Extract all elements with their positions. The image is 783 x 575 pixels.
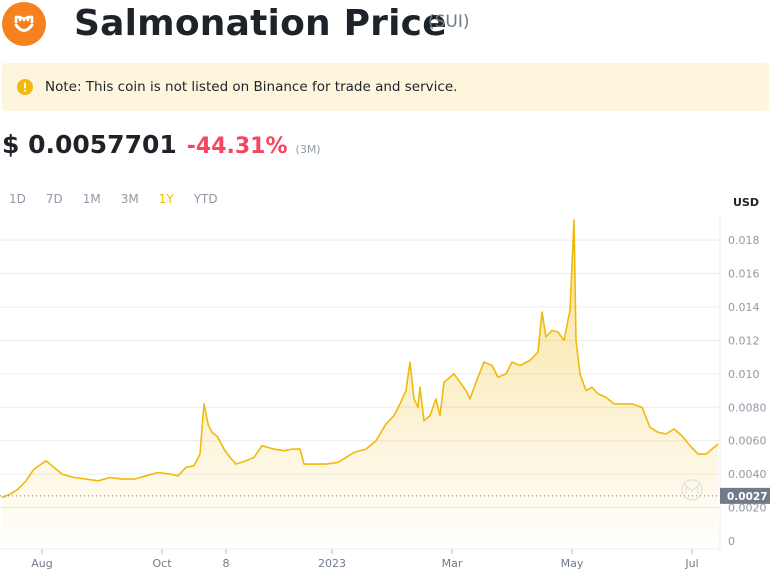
y-tick-label: 0.014: [728, 301, 760, 314]
price-area: [2, 220, 718, 541]
page-title: Salmonation Price: [74, 3, 447, 44]
y-axis: 0 0.0020 0.0040 0.0060 0.0080 0.010 0.012 0.014…: [728, 234, 767, 548]
time-range-tabs: 1D 7D 1M 3M 1Y YTD: [9, 191, 238, 207]
x-tick-label: Aug: [31, 557, 52, 570]
y-tick-label: 0.0040: [728, 468, 767, 481]
warning-icon: [17, 79, 33, 95]
y-tick-label: 0.012: [728, 334, 760, 347]
price-change: -44.31%: [186, 134, 288, 159]
change-period: (3M): [295, 143, 321, 156]
y-tick-label: 0.0080: [728, 401, 767, 414]
x-tick-label: 2023: [318, 557, 346, 570]
currency-label: USD: [733, 196, 759, 209]
y-tick-label: 0.018: [728, 234, 760, 247]
y-tick-label: 0: [728, 535, 735, 548]
coin-symbol: (SUI): [428, 12, 470, 32]
last-price-tag: 0.0027: [720, 487, 770, 504]
y-tick-label: 0.010: [728, 368, 760, 381]
last-price-label: 0.0027: [727, 491, 768, 503]
coin-logo: [2, 2, 46, 46]
price-summary: $ 0.0057701 -44.31% (3M): [2, 130, 321, 164]
tab-1d[interactable]: 1D: [9, 192, 26, 206]
tab-7d[interactable]: 7D: [45, 192, 63, 206]
x-tick-label: Jul: [684, 557, 698, 570]
tab-ytd[interactable]: YTD: [193, 192, 218, 206]
y-tick-label: 0.0060: [728, 435, 767, 448]
x-tick-label: May: [561, 557, 584, 570]
price-line: [1, 219, 719, 499]
tab-1m[interactable]: 1M: [82, 192, 101, 206]
x-tick-label: 8: [223, 557, 230, 570]
current-price: $ 0.0057701: [2, 130, 177, 159]
x-tick-label: Oct: [152, 557, 172, 570]
notice-banner: Note: This coin is not listed on Binance…: [2, 63, 769, 111]
watermark-logo-icon: [681, 479, 703, 501]
notice-text: Note: This coin is not listed on Binance…: [45, 79, 458, 95]
y-tick-label: 0.016: [728, 268, 760, 281]
tab-3m[interactable]: 3M: [120, 192, 139, 206]
tab-1y[interactable]: 1Y: [158, 192, 174, 206]
salmonation-logo-icon: [14, 15, 34, 32]
x-axis: Aug Oct 8 2023 Mar May Jul: [31, 549, 699, 570]
y-tick-label: 0.0020: [728, 502, 767, 515]
x-tick-label: Mar: [442, 557, 463, 570]
